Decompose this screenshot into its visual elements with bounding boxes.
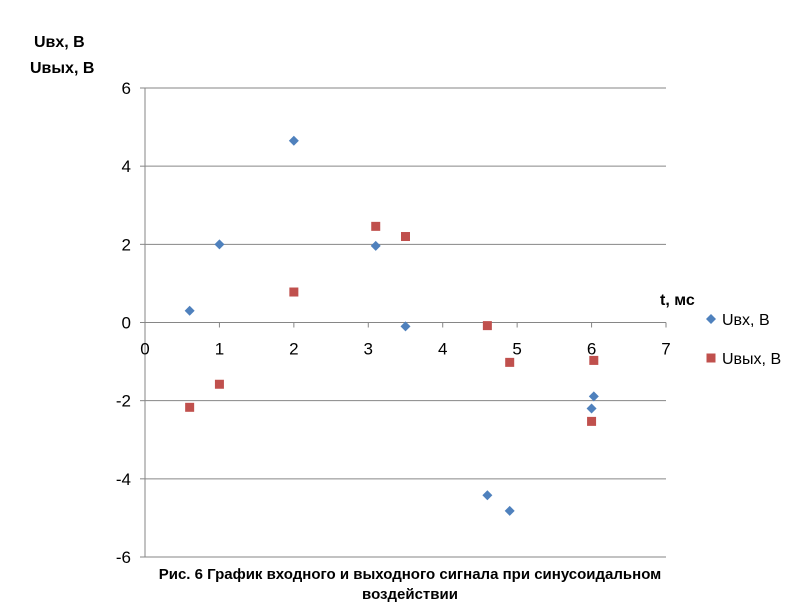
x-tick-label-6: 6 [587,340,596,359]
x-tick-label-2: 2 [289,340,298,359]
data-points [184,135,599,516]
point-series1-5 [482,321,492,331]
point-series1-3 [371,221,381,231]
x-tick-label-3: 3 [364,340,373,359]
x-tick-label-1: 1 [215,340,224,359]
legend-label-uvh: Uвх, В [722,312,770,329]
point-series0-3 [370,240,381,251]
y-tick-label-5: 4 [122,157,131,176]
y-tick-label-1: -4 [116,470,131,489]
point-series0-8 [588,391,599,402]
x-axis-label: t, мс [660,292,695,309]
point-series0-1 [214,239,225,250]
x-tick-label-7: 7 [661,340,670,359]
legend-square [706,353,716,363]
point-series0-4 [400,321,411,332]
y-tick-label-2: -2 [116,392,131,411]
point-series0-7 [586,403,597,414]
legend-label-uvyh: Uвых, В [722,351,781,368]
caption-line-1: Рис. 6 График входного и выходного сигна… [158,566,662,583]
point-series1-6 [505,357,515,367]
figure-caption: Рис. 6 График входного и выходного сигна… [80,565,740,605]
point-series1-2 [289,287,299,297]
x-tick-label-5: 5 [512,340,521,359]
legend-diamond [706,314,716,324]
y-tick-label-6: 6 [122,79,131,98]
y-axis-label-line-1: Uвх, В [34,34,85,51]
point-series1-8 [589,355,599,365]
tick-labels: -6 -4 -2 0 2 4 6 0 1 2 3 4 5 6 7 [116,79,671,567]
point-series0-0 [184,305,195,316]
axes [140,87,667,558]
point-series1-7 [587,416,597,426]
legend: Uвх, В Uвых, В [706,312,781,368]
x-tick-label-4: 4 [438,340,447,359]
y-tick-label-3: 0 [122,314,131,333]
point-series1-4 [401,232,410,242]
legend-marker-uvyh [706,353,716,363]
point-series0-5 [482,490,493,501]
gridlines [145,87,666,558]
y-axis-label-line-2: Uвых, В [30,60,94,77]
legend-marker-uvh [706,314,716,324]
x-tick-label-0: 0 [140,340,149,359]
point-series0-2 [288,135,299,146]
point-series1-0 [185,402,195,412]
y-tick-label-0: -6 [116,548,131,567]
y-tick-label-4: 2 [122,235,131,254]
point-series0-6 [504,505,515,516]
point-series1-1 [214,379,224,389]
caption-line-2: воздействии [362,586,458,603]
